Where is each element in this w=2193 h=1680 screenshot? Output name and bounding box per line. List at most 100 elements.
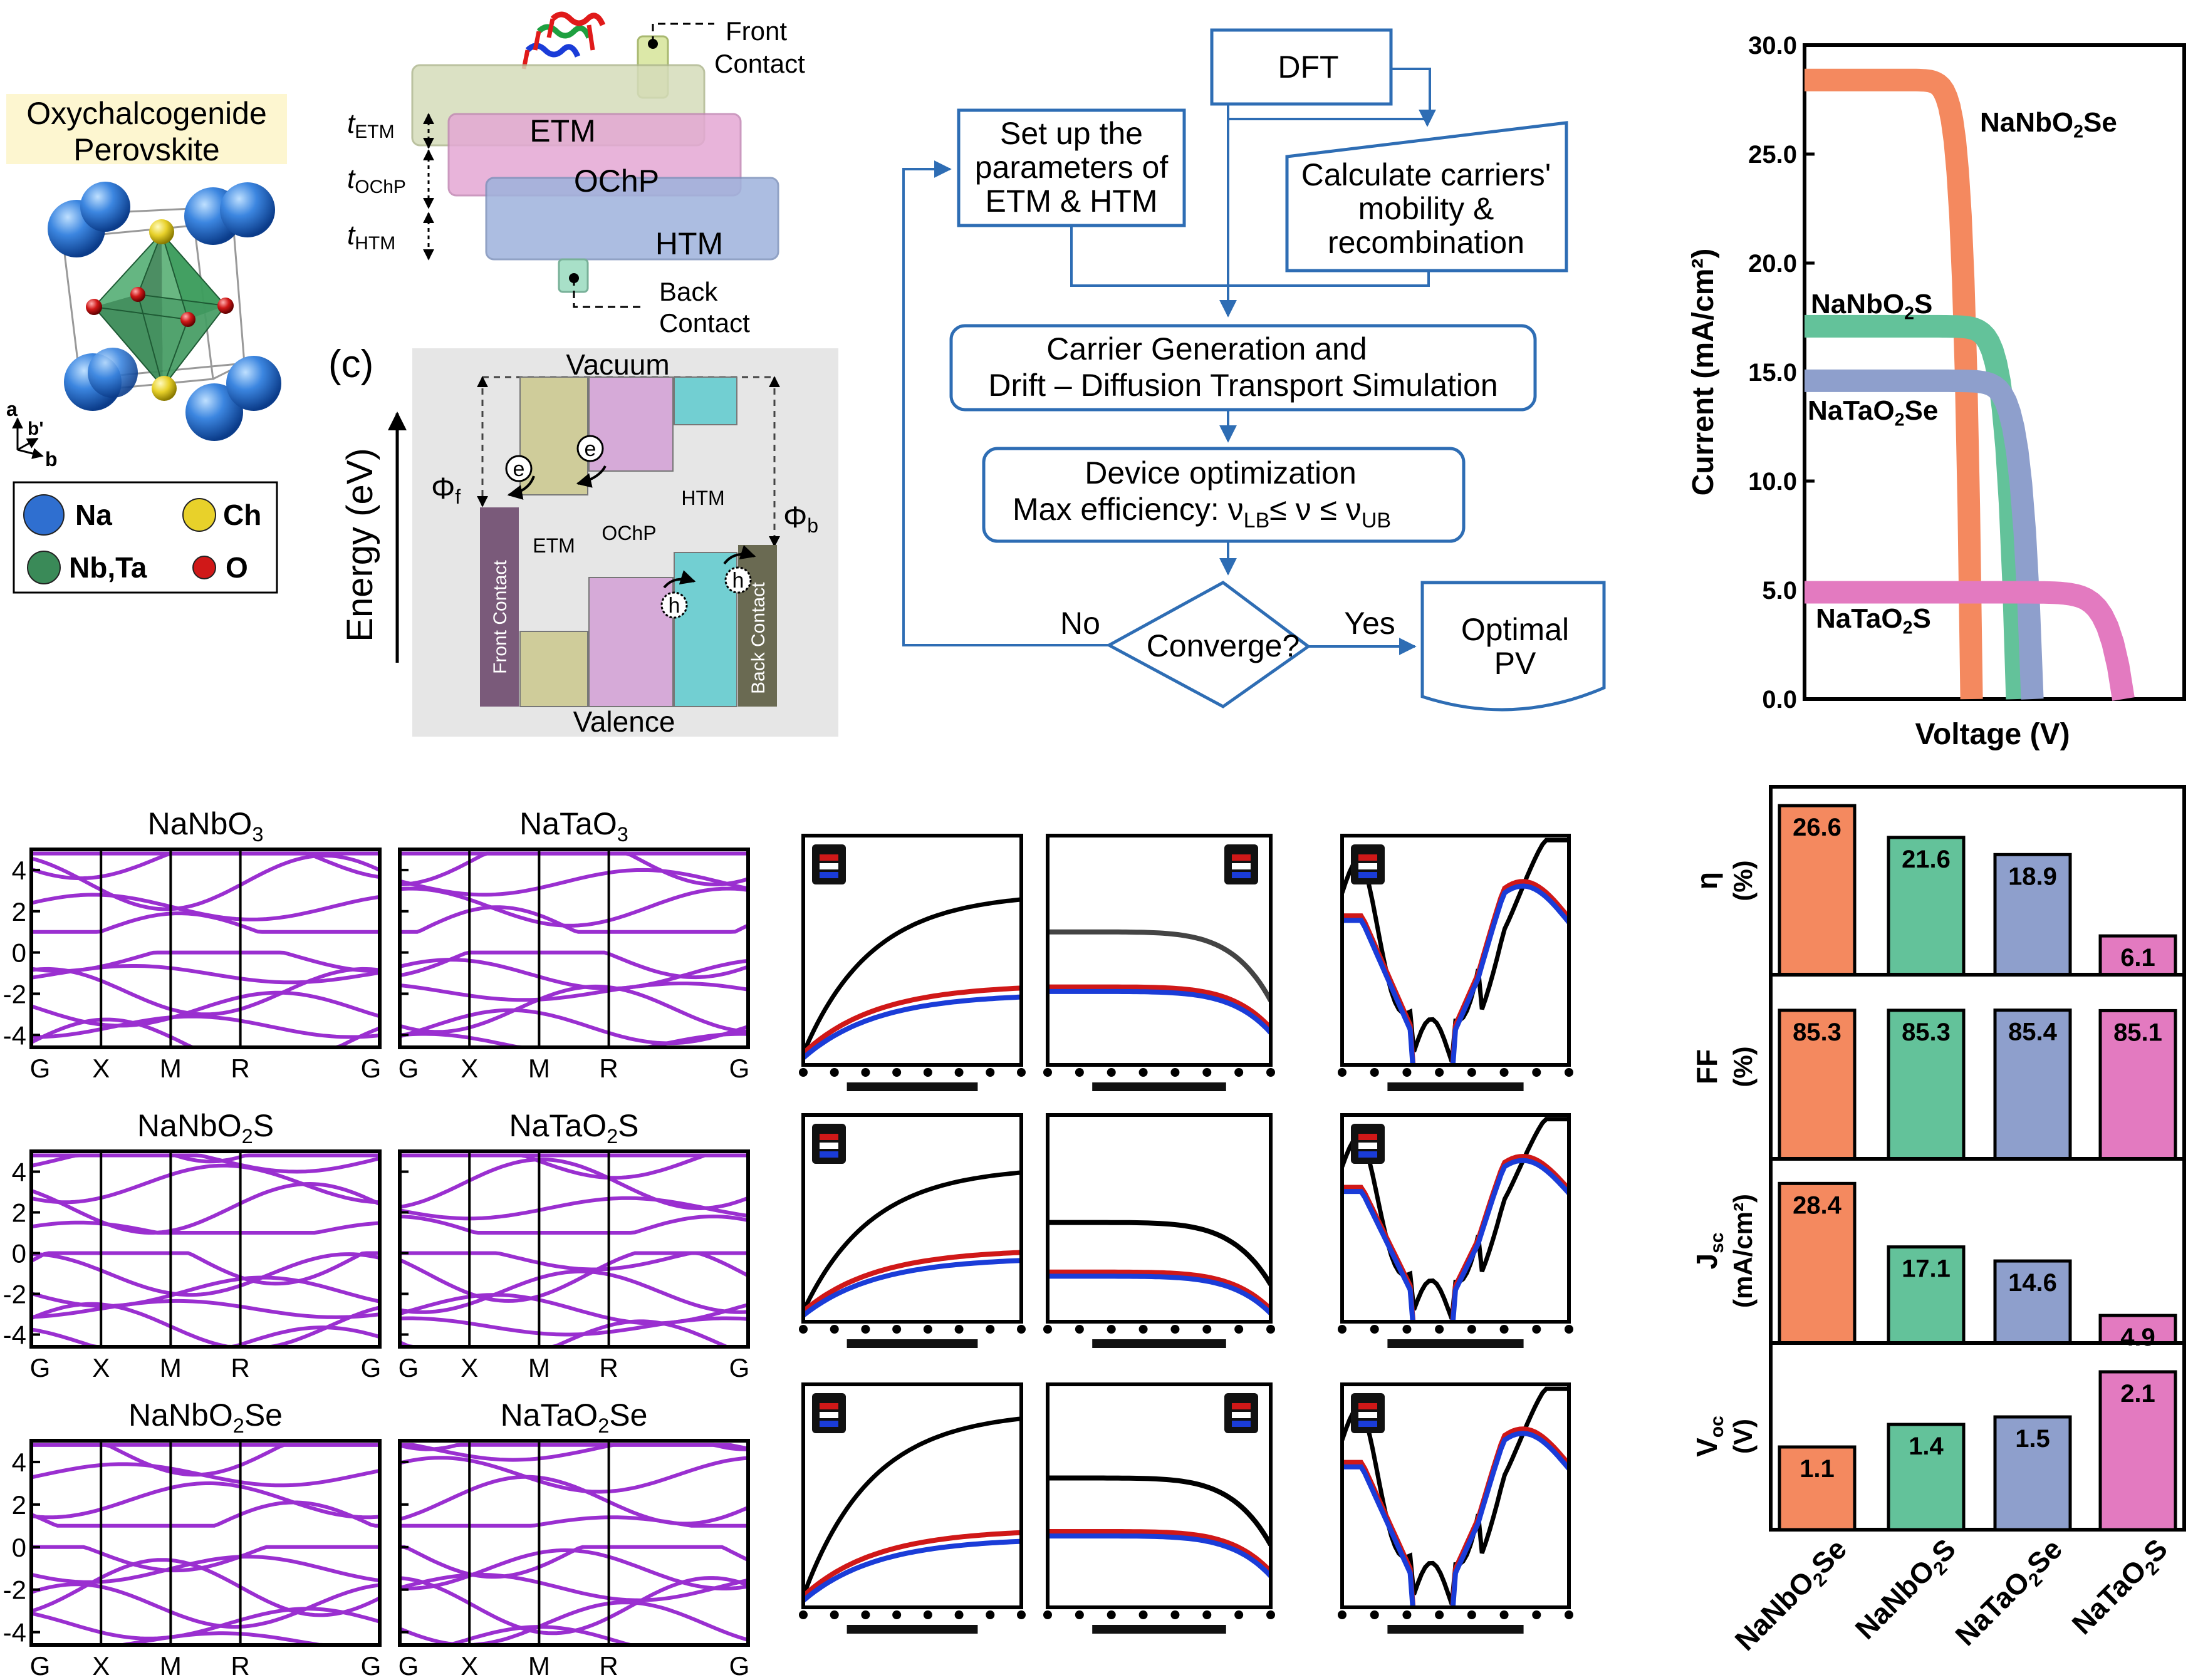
band-line: [400, 950, 748, 980]
jv-y-tick-label: 0.0: [1762, 686, 1797, 713]
black-curve: [1048, 1475, 1271, 1547]
legend-na-swatch: [23, 494, 65, 536]
band-structure-0: NaNbO3 G X M R G 4 2 0 -2 -4: [3, 806, 382, 1083]
tick-mark: [1017, 1610, 1026, 1619]
k-label: R: [599, 1651, 618, 1680]
legend-white: [1358, 1412, 1377, 1418]
bar-value-label: 6.1: [2120, 944, 2155, 972]
bar-1-0: [1778, 1009, 1857, 1161]
flowchart-labels: DFT Set up the parameters of ETM & HTM C…: [975, 49, 1569, 681]
tick-mark: [1107, 1068, 1116, 1077]
blue-curve: [1342, 1431, 1569, 1607]
energy-tick-label: -4: [3, 1618, 26, 1647]
perovskite-panel: Oxychalcogenide Perovskite: [6, 94, 287, 594]
legend-red: [1358, 1134, 1377, 1140]
band-line: [400, 1032, 748, 1047]
band-line: [400, 1251, 748, 1303]
energy-tick-label: 4: [12, 856, 26, 885]
etm-conduction-band: [519, 376, 588, 495]
illegible-axis-label: [846, 1082, 978, 1091]
tick-mark: [1499, 1610, 1509, 1619]
k-label: X: [461, 1054, 478, 1083]
htm-conduction-band: [674, 376, 737, 425]
energy-tick-label: -4: [3, 1020, 26, 1050]
band-line: [400, 1214, 748, 1235]
tick-mark: [799, 1325, 808, 1334]
legend-blue: [1232, 872, 1251, 878]
setup-label-1: Set up the: [1000, 116, 1143, 151]
band-line: [31, 1582, 380, 1629]
bar-panel-frame: [1769, 1341, 2186, 1532]
jv-series-label-1: NaNbO2S: [1811, 289, 1932, 324]
tick-mark: [1107, 1325, 1116, 1334]
tick-mark: [1170, 1325, 1180, 1334]
red-curve: [803, 1250, 1021, 1314]
tick-mark: [1017, 1325, 1026, 1334]
tick-mark: [861, 1068, 870, 1077]
band-line: [400, 1625, 748, 1645]
bar-value-label: 1.4: [1909, 1433, 1944, 1460]
band-line: [31, 967, 380, 1017]
setup-label-2: parameters of: [975, 150, 1169, 185]
transport-plot-frame: [1340, 834, 1571, 1067]
tick-mark: [1402, 1068, 1412, 1077]
band-line: [31, 1014, 380, 1039]
k-label: R: [231, 1054, 249, 1083]
band-line: [400, 868, 748, 897]
t-ochp-label: tOChP: [347, 163, 406, 197]
tick-mark: [1402, 1325, 1412, 1334]
tick-mark: [1467, 1068, 1476, 1077]
oxygen-atoms: [86, 287, 234, 327]
jv-curve-2: [1797, 369, 2044, 700]
jv-y-tick-label: 10.0: [1748, 468, 1797, 495]
jv-chart: 0.0 5.0 10.0 15.0 20.0 25.0 30.0 Voltage (V) Cur…: [1687, 32, 2186, 751]
red-curve: [1048, 1529, 1271, 1574]
t-htm-label: tHTM: [347, 220, 395, 254]
tick-mark: [986, 1610, 995, 1619]
k-label: M: [528, 1054, 550, 1083]
k-label: X: [461, 1353, 478, 1382]
tick-mark: [1370, 1610, 1379, 1619]
blue-curve: [1048, 1273, 1271, 1315]
electron-carrier-2: e: [576, 435, 607, 488]
transport-plot-frame: [1046, 1382, 1273, 1609]
bar-category-label-3: NaTaO2S: [2065, 1532, 2177, 1644]
back-contact-label-2: Contact: [659, 308, 750, 338]
optimal-label-1: Optimal: [1461, 612, 1569, 647]
bar-category-label-2: NaTaO2Se: [1949, 1532, 2071, 1655]
ochp-conduction-band: [588, 376, 674, 472]
k-label: X: [92, 1054, 110, 1083]
energy-tick-label: -2: [3, 1280, 26, 1309]
jv-series-label-0: NaNbO2Se: [1980, 107, 2117, 142]
band-line: [400, 1456, 748, 1494]
legend-red: [1232, 854, 1251, 861]
etm-valence-band: [519, 631, 588, 707]
optimization-label-1: Device optimization: [1085, 455, 1357, 490]
legend-white: [820, 1412, 838, 1418]
bar-2-1: [1887, 1245, 1966, 1345]
transport-plot-0-2: [1338, 834, 1573, 1091]
band-line: [400, 1319, 748, 1347]
axis-a-label: a: [6, 398, 18, 420]
blue-curve: [1342, 1158, 1569, 1322]
performance-bar-chart: 26.621.618.96.1η (%)85.3 85.3 85.4 85.1FF (%)…: [1690, 785, 2186, 1657]
bar-value-label: 14.6: [2008, 1269, 2057, 1297]
energy-tick-label: 0: [12, 938, 26, 968]
band-line: [31, 893, 380, 921]
ochp-valence-band: [588, 577, 674, 707]
band-structure-3: NaTaO2S G X M R G: [398, 1108, 750, 1382]
tick-mark: [986, 1325, 995, 1334]
black-curve: [803, 1416, 1021, 1597]
tick-mark: [1370, 1068, 1379, 1077]
energy-tick-label: 0: [12, 1533, 26, 1562]
k-label: G: [729, 1353, 750, 1382]
energy-axis-label: Energy (eV): [340, 448, 380, 641]
htm-label: HTM: [655, 226, 723, 261]
k-label: G: [361, 1353, 382, 1382]
no-label: No: [1060, 606, 1100, 641]
energy-tick-label: 0: [12, 1239, 26, 1268]
panel-c-label: (c): [328, 343, 373, 386]
chalcogen-atoms: [149, 219, 177, 401]
band-line: [400, 1196, 748, 1221]
bar-panel-ylabel-2: Jsc: [1690, 1233, 1727, 1270]
